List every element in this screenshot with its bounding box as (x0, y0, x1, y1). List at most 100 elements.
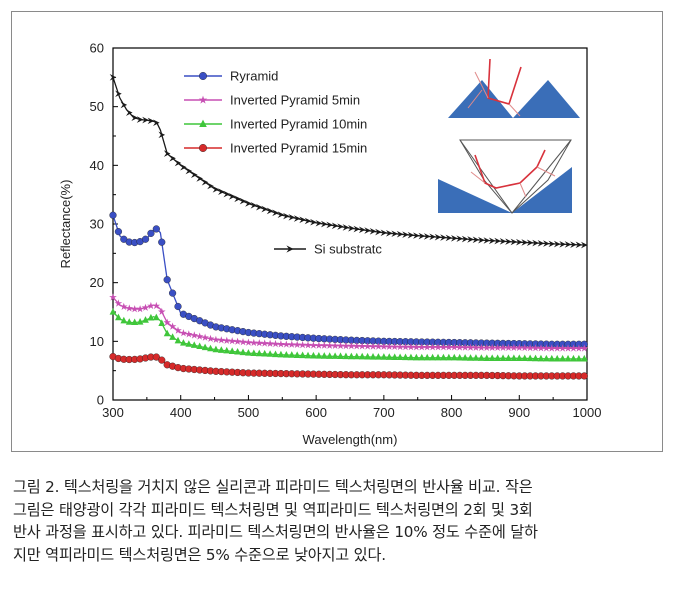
series-marker (158, 238, 166, 246)
series-marker (440, 234, 447, 241)
light-ray-path (487, 58, 522, 105)
caption-line: 지만 역피라미드 텍스처링면은 5% 수준으로 낮아지고 있다. (13, 545, 386, 564)
series-marker (152, 353, 160, 361)
series-marker (505, 354, 512, 361)
series-marker (456, 235, 463, 242)
series-marker (564, 241, 572, 248)
series-marker (261, 349, 269, 357)
pyramid-inset-diagram (448, 58, 580, 118)
series-marker (429, 353, 437, 361)
series-marker (185, 167, 193, 175)
series-marker (168, 322, 177, 330)
series-marker (402, 231, 409, 238)
inverted-pyramid-cavity (459, 139, 572, 214)
x-tick-label: 800 (441, 405, 463, 420)
series-marker (499, 343, 507, 351)
series-marker (234, 347, 241, 355)
series-marker (488, 237, 496, 245)
series-marker (207, 182, 214, 190)
series-marker (358, 226, 366, 234)
x-tick-label: 600 (305, 405, 327, 420)
series-marker (353, 342, 361, 350)
series-marker (353, 352, 361, 360)
series-marker (369, 352, 377, 360)
series-marker (418, 353, 426, 361)
series-marker (158, 356, 166, 364)
series-marker (548, 240, 556, 248)
series-marker (239, 348, 247, 356)
series-marker (288, 214, 296, 221)
series-marker (407, 353, 415, 361)
series-marker (467, 236, 474, 243)
series-marker (288, 340, 296, 348)
series-marker (461, 343, 469, 351)
series-marker (255, 203, 263, 211)
series-marker (120, 101, 128, 109)
series-marker (472, 343, 480, 351)
series-marker (440, 353, 447, 361)
series-marker (223, 190, 231, 198)
series-marker (380, 229, 388, 237)
series-marker (369, 227, 377, 235)
cavity-edge (511, 139, 572, 214)
series-marker (548, 354, 556, 362)
series-marker (196, 175, 203, 182)
y-tick-label: 10 (90, 334, 104, 349)
series-marker (272, 209, 279, 217)
series-marker (385, 342, 394, 350)
series-marker (428, 343, 437, 351)
series-marker (418, 343, 426, 351)
series-marker (261, 205, 268, 213)
series-marker (439, 343, 448, 351)
legend-label: Inverted Pyramid 5min (230, 93, 360, 108)
pyramid-shape (448, 80, 513, 118)
caption-line: 그림은 태양광이 각각 피라미드 텍스처링면 및 역피라미드 텍스처링면의 2회… (13, 500, 533, 519)
x-axis-label: Wavelength(nm) (303, 432, 398, 447)
legend-label: Ryramid (230, 69, 278, 84)
series-marker (391, 353, 399, 360)
series-marker (483, 354, 491, 361)
series-marker (450, 234, 458, 242)
series-marker (342, 224, 350, 231)
series-marker (207, 344, 214, 352)
series-marker (109, 308, 117, 315)
series-marker (364, 352, 372, 360)
series-marker (136, 317, 144, 325)
series-marker (163, 318, 171, 326)
si-label-marker (286, 245, 294, 253)
series-marker (309, 341, 318, 349)
series-marker (277, 350, 285, 358)
series-marker (472, 236, 480, 244)
y-tick-label: 0 (97, 393, 104, 408)
series-marker (434, 233, 442, 241)
series-marker (212, 335, 220, 343)
series-marker (580, 372, 588, 380)
series-marker (245, 349, 252, 356)
series-marker (358, 342, 366, 350)
series-marker (115, 313, 122, 321)
series-marker (493, 343, 502, 351)
series-marker (358, 352, 366, 360)
series-marker (266, 339, 274, 347)
series-marker (217, 336, 226, 344)
series-marker (288, 351, 296, 358)
series-marker (168, 289, 177, 297)
light-ray-path (467, 89, 483, 109)
series-marker (293, 215, 301, 222)
series-marker (553, 354, 561, 362)
series-marker (575, 241, 583, 249)
series-marker (412, 353, 420, 361)
series-marker (364, 227, 371, 234)
series-marker (456, 353, 464, 361)
x-tick-label: 1000 (573, 405, 602, 420)
series-marker (363, 342, 372, 350)
series-marker (272, 350, 279, 358)
figure-frame: 300 400 500 600 700 800 900 1000 0 10 20 30 40 50 60 Wa… (11, 11, 663, 452)
series-marker (445, 353, 453, 361)
series-marker (299, 216, 306, 224)
series-marker (331, 222, 339, 230)
inverted-pyramid-inset-diagram (438, 139, 572, 214)
series-marker (250, 338, 258, 346)
series-marker (179, 329, 188, 337)
series-marker (266, 207, 274, 215)
